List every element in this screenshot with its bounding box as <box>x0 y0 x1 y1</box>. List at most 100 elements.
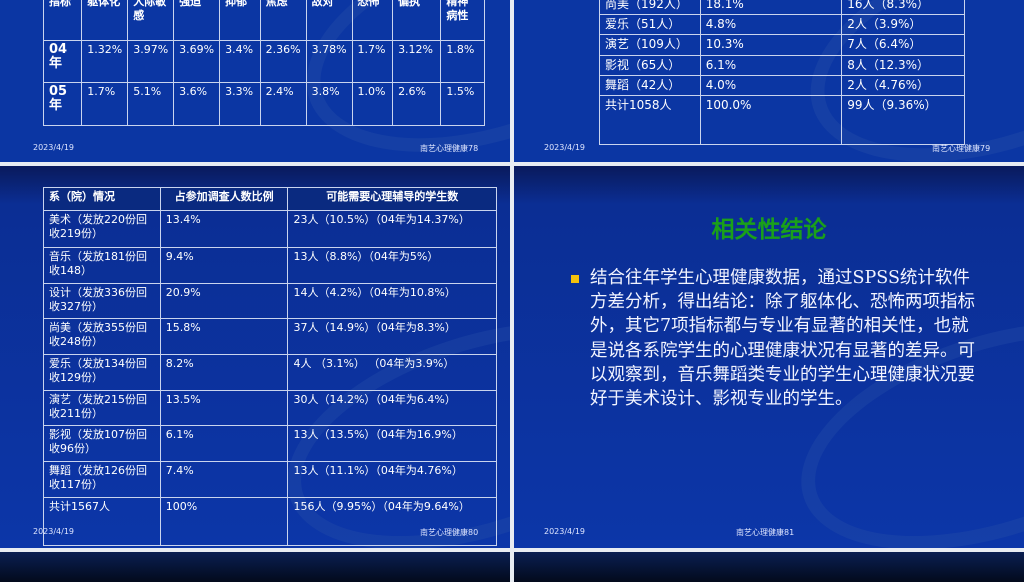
column-header: 可能需要心理辅导的学生数 <box>287 187 497 211</box>
symptom-index-table: 指标 躯体化 人际敏感 强迫 抑郁 焦虑 敌对 恐怖 偏执 精神病性 04年 1.32% 3.97% 3.… <box>42 0 485 126</box>
table-cell: 100% <box>159 497 289 546</box>
column-header: 偏执 <box>392 0 442 41</box>
table-cell: 1.7% <box>81 82 129 126</box>
column-header: 占参加调查人数比例 <box>159 187 289 211</box>
row-label: 共计1058人 <box>599 95 701 145</box>
slide-78[interactable]: 指标 躯体化 人际敏感 强迫 抑郁 焦虑 敌对 恐怖 偏执 精神病性 04年 1.32% 3.97% 3.… <box>0 0 510 162</box>
table-cell: 4.0% <box>699 75 843 96</box>
table-header-row: 系（院）情况 占参加调查人数比例 可能需要心理辅导的学生数 <box>43 187 497 211</box>
column-header: 指标 <box>42 0 83 41</box>
footer-label: 南艺心理健康79 <box>932 144 991 153</box>
table-cell: 6.1% <box>699 55 843 76</box>
table-row: 舞蹈（发放126份回收117份） 7.4% 13人（11.1%）（04年为4.76%… <box>43 461 497 498</box>
department-summary-table: 尚美（192人） 18.1% 16人（8.3%） 爱乐（51人） 4.8% 2人（3.9%… <box>599 0 965 145</box>
row-label: 演艺（109人） <box>599 34 701 56</box>
table-cell: 20.9% <box>159 283 289 319</box>
table-cell: 4.8% <box>699 14 843 35</box>
table-cell: 3.97% <box>127 40 175 83</box>
column-header: 恐怖 <box>351 0 394 41</box>
department-survey-table: 系（院）情况 占参加调查人数比例 可能需要心理辅导的学生数 美术（发放220份回收21… <box>43 187 497 546</box>
table-row: 美术（发放220份回收219份） 13.4% 23人（10.5%）（04年为14.3… <box>43 210 497 248</box>
table-cell: 13人（13.5%）（04年为16.9%） <box>287 425 497 462</box>
table-cell: 3.78% <box>305 40 353 83</box>
row-label: 04年 <box>42 40 83 83</box>
slide-83[interactable] <box>514 552 1024 582</box>
column-header: 抑郁 <box>219 0 261 41</box>
table-cell: 2.4% <box>259 82 307 126</box>
table-header-row: 指标 躯体化 人际敏感 强迫 抑郁 焦虑 敌对 恐怖 偏执 精神病性 <box>42 0 485 41</box>
table-cell: 99人（9.36%） <box>841 95 965 145</box>
table-row: 影视（65人） 6.1% 8人（12.3%） <box>599 55 965 76</box>
column-header: 精神病性 <box>440 0 485 41</box>
column-header: 强迫 <box>173 0 221 41</box>
table-cell: 156人（9.95%）（04年为9.64%） <box>287 497 497 546</box>
table-row: 共计1567人 100% 156人（9.95%）（04年为9.64%） <box>43 497 497 546</box>
table-cell: 4人 （3.1%） （04年为3.9%） <box>287 354 497 391</box>
table-cell: 23人（10.5%）（04年为14.37%） <box>287 210 497 248</box>
slide-81[interactable]: 相关性结论 结合往年学生心理健康数据，通过SPSS统计软件方差分析，得出结论：除… <box>514 166 1024 548</box>
slide-79[interactable]: 尚美（192人） 18.1% 16人（8.3%） 爱乐（51人） 4.8% 2人（3.9%… <box>514 0 1024 162</box>
table-row: 04年 1.32% 3.97% 3.69% 3.4% 2.36% 3.78% 1.7% 3.12… <box>42 40 485 83</box>
table-cell: 2.6% <box>392 82 442 126</box>
table-cell: 1.8% <box>440 40 485 83</box>
row-label: 音乐（发放181份回收148） <box>43 247 161 284</box>
table-row: 爱乐（发放134份回收129份） 8.2% 4人 （3.1%） （04年为3.9%） <box>43 354 497 391</box>
table-cell: 18.1% <box>699 0 843 15</box>
table-cell: 3.12% <box>392 40 442 83</box>
table-row: 演艺（109人） 10.3% 7人（6.4%） <box>599 34 965 56</box>
table-cell: 16人（8.3%） <box>841 0 965 15</box>
table-cell: 7人（6.4%） <box>841 34 965 56</box>
table-cell: 3.69% <box>173 40 221 83</box>
column-header: 人际敏感 <box>127 0 175 41</box>
row-label: 设计（发放336份回收327份） <box>43 283 161 319</box>
row-label: 尚美（192人） <box>599 0 701 15</box>
table-cell: 13人（11.1%）（04年为4.76%） <box>287 461 497 498</box>
table-row: 舞蹈（42人） 4.0% 2人（4.76%） <box>599 75 965 96</box>
row-label: 影视（发放107份回收96份） <box>43 425 161 462</box>
conclusion-text: 结合往年学生心理健康数据，通过SPSS统计软件方差分析，得出结论：除了躯体化、恐… <box>590 268 975 410</box>
table-cell: 1.7% <box>351 40 394 83</box>
table-row: 尚美（发放355份回收248份） 15.8% 37人（14.9%）（04年为8.3%… <box>43 318 497 355</box>
table-cell: 3.6% <box>173 82 221 126</box>
table-row: 影视（发放107份回收96份） 6.1% 13人（13.5%）（04年为16.9%） <box>43 425 497 462</box>
table-cell: 3.4% <box>219 40 261 83</box>
table-row: 音乐（发放181份回收148） 9.4% 13人（8.8%）（04年为5%） <box>43 247 497 284</box>
table-row: 共计1058人 100.0% 99人（9.36%） <box>599 95 965 145</box>
row-label: 舞蹈（42人） <box>599 75 701 96</box>
slide-82[interactable] <box>0 552 510 582</box>
footer-date: 2023/4/19 <box>544 143 586 152</box>
table-cell: 10.3% <box>699 34 843 56</box>
table-cell: 2人（3.9%） <box>841 14 965 35</box>
table-cell: 2.36% <box>259 40 307 83</box>
table-row: 05年 1.7% 5.1% 3.6% 3.3% 2.4% 3.8% 1.0% 2.6% 1.5% <box>42 82 485 126</box>
table-cell: 14人（4.2%）（04年为10.8%） <box>287 283 497 319</box>
table-cell: 2人（4.76%） <box>841 75 965 96</box>
table-cell: 100.0% <box>699 95 843 145</box>
footer-label: 南艺心理健康81 <box>736 528 795 537</box>
table-cell: 6.1% <box>159 425 289 462</box>
footer-date: 2023/4/19 <box>33 143 75 152</box>
table-cell: 5.1% <box>127 82 175 126</box>
table-row: 尚美（192人） 18.1% 16人（8.3%） <box>599 0 965 15</box>
bullet-icon <box>571 268 587 283</box>
row-label: 舞蹈（发放126份回收117份） <box>43 461 161 498</box>
table-cell: 8.2% <box>159 354 289 391</box>
row-label: 尚美（发放355份回收248份） <box>43 318 161 355</box>
column-header: 敌对 <box>305 0 353 41</box>
column-header: 躯体化 <box>81 0 129 41</box>
table-cell: 8人（12.3%） <box>841 55 965 76</box>
row-label: 爱乐（51人） <box>599 14 701 35</box>
table-cell: 1.5% <box>440 82 485 126</box>
row-label: 05年 <box>42 82 83 126</box>
column-header: 焦虑 <box>259 0 307 41</box>
slide-80[interactable]: 系（院）情况 占参加调查人数比例 可能需要心理辅导的学生数 美术（发放220份回收21… <box>0 166 510 548</box>
table-cell: 9.4% <box>159 247 289 284</box>
row-label: 美术（发放220份回收219份） <box>43 210 161 248</box>
column-header: 系（院）情况 <box>43 187 161 211</box>
table-cell: 3.8% <box>305 82 353 126</box>
footer-label: 南艺心理健康78 <box>420 144 479 153</box>
table-cell: 15.8% <box>159 318 289 355</box>
table-cell: 13.5% <box>159 390 289 426</box>
row-label: 共计1567人 <box>43 497 161 546</box>
table-cell: 30人（14.2%）（04年为6.4%） <box>287 390 497 426</box>
